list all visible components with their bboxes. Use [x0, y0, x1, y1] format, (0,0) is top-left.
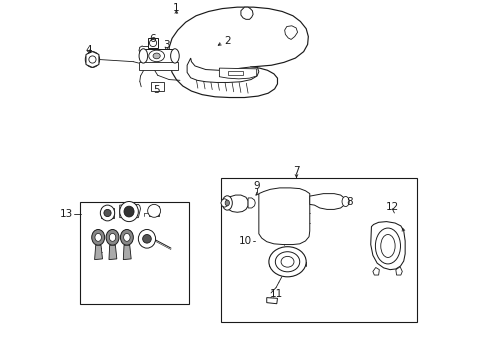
Ellipse shape	[148, 50, 164, 62]
Text: 6: 6	[149, 34, 156, 44]
Ellipse shape	[375, 228, 400, 264]
Ellipse shape	[380, 234, 394, 257]
Ellipse shape	[222, 196, 232, 210]
Bar	[80, 202, 188, 304]
Polygon shape	[109, 245, 117, 260]
Polygon shape	[123, 245, 131, 260]
Polygon shape	[140, 234, 153, 244]
Ellipse shape	[138, 229, 155, 248]
Text: 12: 12	[385, 202, 398, 212]
Polygon shape	[219, 68, 256, 79]
Ellipse shape	[153, 53, 160, 59]
Ellipse shape	[120, 202, 138, 222]
Ellipse shape	[124, 206, 134, 217]
Ellipse shape	[142, 234, 151, 243]
Ellipse shape	[92, 229, 104, 245]
Text: 4: 4	[85, 45, 92, 55]
Polygon shape	[187, 58, 258, 82]
Ellipse shape	[268, 247, 305, 277]
Polygon shape	[258, 188, 309, 244]
Bar	[221, 178, 416, 321]
Bar	[151, 82, 164, 91]
Text: 10: 10	[238, 236, 251, 246]
Polygon shape	[94, 245, 102, 260]
Ellipse shape	[147, 204, 160, 217]
Text: 9: 9	[253, 181, 260, 191]
Ellipse shape	[104, 210, 111, 217]
Ellipse shape	[149, 40, 156, 46]
Polygon shape	[284, 26, 297, 40]
Text: 11: 11	[269, 289, 283, 299]
Polygon shape	[221, 199, 227, 207]
Polygon shape	[149, 206, 159, 216]
Polygon shape	[225, 195, 247, 212]
Ellipse shape	[275, 252, 299, 272]
Ellipse shape	[95, 233, 101, 241]
Ellipse shape	[106, 229, 119, 245]
Polygon shape	[101, 208, 114, 218]
Ellipse shape	[85, 51, 100, 67]
Text: 3: 3	[163, 40, 170, 50]
Polygon shape	[309, 194, 345, 210]
Ellipse shape	[89, 56, 96, 63]
Bar	[228, 71, 242, 75]
Polygon shape	[266, 298, 277, 304]
Polygon shape	[169, 7, 308, 98]
Ellipse shape	[123, 233, 130, 241]
Ellipse shape	[281, 256, 293, 267]
Ellipse shape	[170, 49, 179, 63]
Polygon shape	[86, 51, 99, 67]
Ellipse shape	[224, 200, 229, 206]
Text: 7: 7	[293, 166, 299, 176]
Polygon shape	[395, 267, 402, 275]
Ellipse shape	[100, 205, 115, 221]
Ellipse shape	[120, 229, 133, 245]
Ellipse shape	[109, 233, 116, 241]
Polygon shape	[370, 222, 405, 270]
Text: 1: 1	[173, 3, 179, 13]
Bar	[139, 62, 178, 69]
Bar	[143, 49, 175, 63]
Ellipse shape	[341, 197, 348, 207]
Polygon shape	[120, 204, 140, 218]
Text: 13: 13	[60, 209, 73, 219]
Polygon shape	[247, 198, 255, 208]
Text: 5: 5	[153, 85, 160, 95]
Text: 8: 8	[345, 197, 352, 207]
Polygon shape	[241, 7, 253, 19]
Ellipse shape	[139, 49, 147, 63]
Bar	[147, 38, 158, 48]
Polygon shape	[372, 267, 379, 275]
Text: 2: 2	[224, 36, 231, 46]
